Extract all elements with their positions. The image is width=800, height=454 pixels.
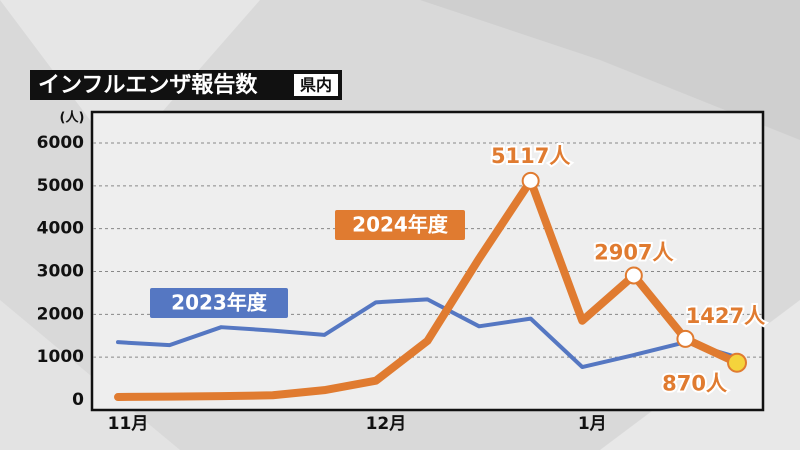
data-label: 1427人 bbox=[686, 304, 765, 328]
background-shape bbox=[420, 0, 800, 140]
legend-label: 2023年度 bbox=[171, 291, 268, 315]
y-tick-label: 5000 bbox=[37, 176, 84, 196]
background-shape bbox=[0, 300, 180, 450]
data-label: 870人 bbox=[662, 372, 727, 396]
series-line bbox=[116, 297, 739, 370]
legend-label: 2024年度 bbox=[352, 213, 449, 237]
badge: 県内 bbox=[300, 76, 332, 95]
y-tick-label: 1000 bbox=[37, 347, 84, 367]
chart-title: インフルエンザ報告数 bbox=[38, 72, 258, 98]
point-marker bbox=[727, 352, 747, 373]
data-label: 2907人 bbox=[594, 240, 673, 264]
point-marker bbox=[676, 329, 695, 348]
title-box bbox=[30, 70, 342, 100]
badge-box bbox=[294, 74, 338, 96]
point-marker bbox=[624, 266, 643, 285]
y-tick-label: 0 bbox=[72, 390, 84, 410]
legend-box bbox=[335, 210, 465, 240]
legend-box bbox=[150, 288, 288, 318]
x-tick-label: 1月 bbox=[578, 414, 607, 434]
x-tick-label: 11月 bbox=[108, 414, 149, 434]
y-tick-label: 3000 bbox=[37, 262, 84, 282]
y-tick-label: 6000 bbox=[37, 133, 84, 153]
y-tick-label: 4000 bbox=[37, 219, 84, 239]
data-label: 5117人 bbox=[491, 144, 570, 168]
point-marker bbox=[521, 171, 540, 190]
x-tick-label: 12月 bbox=[366, 414, 407, 434]
y-tick-label: 2000 bbox=[37, 304, 84, 324]
y-unit: (人) bbox=[60, 110, 85, 126]
plot-area bbox=[90, 110, 765, 412]
